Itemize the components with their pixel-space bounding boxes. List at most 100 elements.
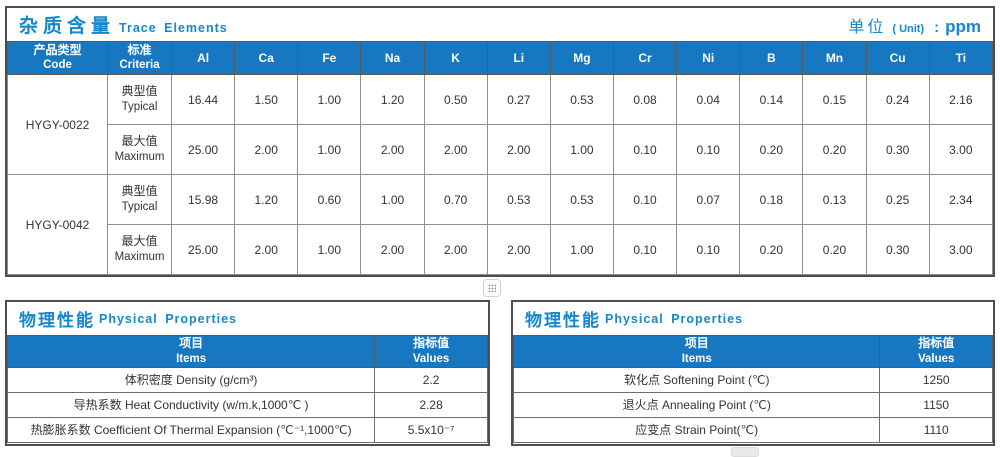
drag-handle-icon[interactable] (731, 447, 759, 457)
criteria-label-en: Typical (121, 200, 158, 213)
phys-right-table: 项目 Items 指标值 Values 软化点 Softening Point … (512, 335, 993, 443)
values-column-header: 指标值 Values (879, 335, 993, 368)
unit-paren: ( Unit) (892, 22, 925, 35)
col-header-en: Criteria (119, 59, 160, 72)
trace-value-cell: 2.00 (423, 124, 488, 175)
product-code-cell: HYGY-0042 (7, 174, 108, 275)
phys-right-header-row: 项目 Items 指标值 Values (512, 335, 993, 368)
trace-value-cell: 16.44 (170, 74, 236, 125)
trace-column-header: Fe (297, 41, 362, 75)
property-item-cell: 软化点 Softening Point (℃) (512, 366, 881, 393)
trace-value-cell: 1.00 (549, 124, 614, 175)
property-value-cell: 1110 (879, 416, 993, 443)
trace-value-cell: 0.10 (612, 224, 678, 275)
unit-label: 单位 ( Unit) : ppm (848, 13, 981, 37)
trace-value-cell: 2.34 (928, 174, 994, 225)
property-item-cell: 应变点 Strain Point(℃) (512, 416, 881, 443)
trace-value-cell: 2.00 (486, 224, 551, 275)
trace-column-header: Al (170, 41, 236, 75)
table-row: 最大值 Maximum 25.00 2.00 1.00 2.00 2.00 2.00 1.00 0… (8, 124, 994, 175)
trace-value-cell: 25.00 (170, 124, 236, 175)
trace-column-header: K (423, 41, 488, 75)
trace-titlebar: 杂质含量 Trace Elements 单位 ( Unit) : ppm (7, 8, 993, 41)
criteria-cell: 最大值 Maximum (107, 224, 172, 275)
trace-value-cell: 0.10 (612, 174, 678, 225)
criteria-label-en: Maximum (114, 150, 165, 163)
trace-value-cell: 1.00 (549, 224, 614, 275)
trace-value-cell: 0.60 (297, 174, 362, 225)
property-item-cell: 退火点 Annealing Point (℃) (512, 391, 881, 418)
table-row: 导热系数 Heat Conductivity (w/m.k,1000℃ ) 2.2… (6, 391, 488, 418)
trace-column-header: Cu (865, 41, 930, 75)
trace-value-cell: 25.00 (170, 224, 236, 275)
values-header-en: Values (412, 352, 450, 365)
property-item-cell: 导热系数 Heat Conductivity (w/m.k,1000℃ ) (6, 391, 376, 418)
trace-value-cell: 0.53 (549, 174, 614, 225)
trace-title-en: Trace Elements (119, 21, 228, 35)
drag-handle-icon[interactable] (483, 279, 501, 297)
trace-column-header: B (739, 41, 804, 75)
trace-value-cell: 0.08 (612, 74, 678, 125)
criteria-label-zh: 最大值 (121, 134, 158, 149)
property-item-cell: 体积密度 Density (g/cm³) (6, 366, 376, 393)
trace-value-cell: 0.53 (549, 74, 614, 125)
phys-right-title-zh: 物理性能 (525, 311, 601, 330)
trace-value-cell: 2.00 (234, 224, 299, 275)
trace-column-header: 产品类型 Code (7, 41, 108, 75)
trace-value-cell: 0.30 (865, 224, 930, 275)
trace-value-cell: 0.24 (865, 74, 930, 125)
physical-properties-left-panel: 物理性能 Physical Properties 项目 Items 指标值 Va… (5, 300, 490, 446)
items-header-zh: 项目 (684, 336, 709, 350)
col-header-zh: 标准 (127, 42, 152, 57)
criteria-label-en: Typical (121, 100, 158, 113)
property-value-cell: 5.5x10⁻⁷ (374, 416, 488, 443)
trace-column-header: Mg (549, 41, 614, 75)
trace-elements-panel: 杂质含量 Trace Elements 单位 ( Unit) : ppm 产品类… (5, 6, 995, 277)
trace-value-cell: 2.00 (423, 224, 488, 275)
property-value-cell: 1250 (879, 366, 993, 393)
items-header-en: Items (681, 352, 712, 365)
trace-value-cell: 0.18 (739, 174, 804, 225)
trace-value-cell: 1.00 (297, 124, 362, 175)
trace-value-cell: 0.10 (676, 224, 741, 275)
trace-column-header: 标准 Criteria (107, 41, 172, 75)
grip-dots-icon (488, 284, 496, 292)
criteria-label-zh: 最大值 (121, 234, 158, 249)
trace-value-cell: 2.00 (360, 224, 425, 275)
phys-right-title-en: Physical Properties (605, 311, 744, 326)
criteria-cell: 典型值 Typical (107, 174, 172, 225)
trace-value-cell: 2.00 (234, 124, 299, 175)
trace-elements-table: 产品类型 Code 标准 Criteria Al Ca Fe Na K Li Mg Cr Ni B Mn Cu… (7, 41, 994, 275)
criteria-cell: 典型值 Typical (107, 74, 172, 125)
trace-header-row: 产品类型 Code 标准 Criteria Al Ca Fe Na K Li Mg Cr Ni B Mn Cu… (7, 41, 994, 75)
trace-value-cell: 0.25 (865, 174, 930, 225)
trace-value-cell: 1.50 (234, 74, 299, 125)
trace-value-cell: 2.00 (360, 124, 425, 175)
trace-column-header: Na (360, 41, 425, 75)
table-row: 退火点 Annealing Point (℃) 1150 (512, 391, 993, 418)
trace-column-header: Li (486, 41, 551, 75)
trace-value-cell: 0.53 (486, 174, 551, 225)
col-header-en: Code (43, 59, 72, 72)
phys-left-title-zh: 物理性能 (19, 311, 95, 330)
phys-left-title-en: Physical Properties (99, 311, 238, 326)
phys-right-titlebar: 物理性能 Physical Properties (513, 302, 993, 335)
trace-value-cell: 0.15 (802, 74, 867, 125)
trace-value-cell: 0.20 (802, 124, 867, 175)
trace-value-cell: 0.07 (676, 174, 741, 225)
trace-value-cell: 15.98 (170, 174, 236, 225)
table-row: HYGY-0022 典型值 Typical 16.44 1.50 1.00 1.20 0.50… (7, 74, 994, 175)
criteria-label-zh: 典型值 (121, 184, 158, 199)
unit-colon: : (934, 18, 940, 36)
trace-value-cell: 0.13 (802, 174, 867, 225)
items-header-en: Items (176, 352, 207, 365)
physical-properties-right-panel: 物理性能 Physical Properties 项目 Items 指标值 Va… (511, 300, 995, 446)
trace-column-header: Cr (612, 41, 678, 75)
values-column-header: 指标值 Values (374, 335, 488, 368)
items-column-header: 项目 Items (512, 335, 881, 368)
trace-value-cell: 0.70 (423, 174, 488, 225)
phys-left-header-row: 项目 Items 指标值 Values (6, 335, 488, 368)
table-row: 应变点 Strain Point(℃) 1110 (512, 416, 993, 443)
table-row: HYGY-0042 典型值 Typical 15.98 1.20 0.60 1.00 0.70… (7, 174, 994, 275)
property-value-cell: 2.2 (374, 366, 488, 393)
